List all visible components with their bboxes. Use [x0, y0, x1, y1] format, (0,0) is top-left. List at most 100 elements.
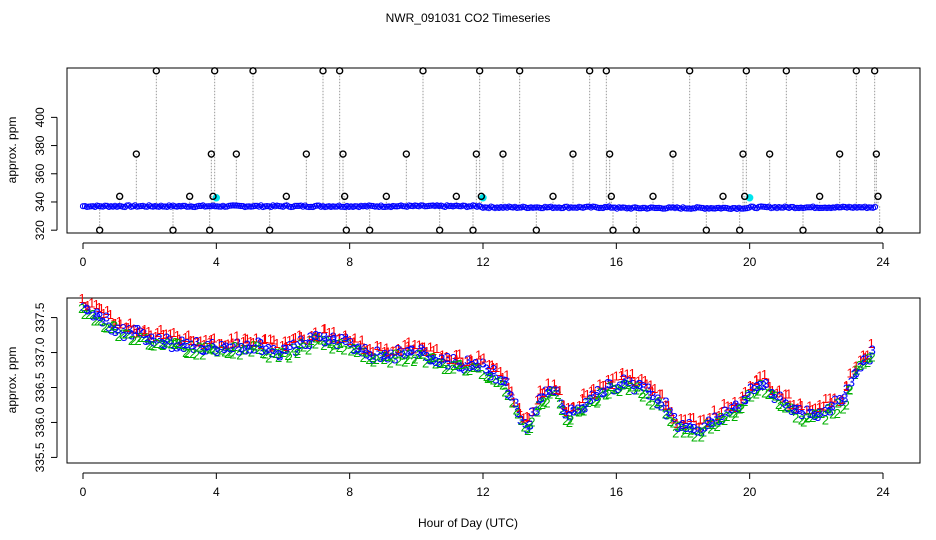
series-marker: 3 [857, 360, 864, 375]
series-marker: 1 [358, 333, 365, 348]
series-marker: 2 [336, 340, 343, 355]
series-marker: 2 [189, 346, 196, 361]
series-marker: 1 [704, 415, 711, 430]
series-marker: 1 [547, 384, 554, 399]
spike-point [605, 150, 614, 158]
series-marker: 2 [456, 357, 463, 372]
series-marker: 3 [631, 382, 638, 397]
series-marker: 1 [626, 372, 633, 387]
series-marker: 1 [724, 398, 731, 413]
series-marker: 3 [222, 340, 229, 355]
bottom-series-markers: 1231231231231231231231231231231231231231… [78, 291, 876, 445]
series-marker: 3 [809, 406, 816, 421]
x-tick-label: 8 [346, 255, 353, 269]
series-marker: 1 [84, 298, 91, 313]
series-marker: 2 [573, 404, 580, 419]
series-marker: 3 [780, 395, 787, 410]
series-marker: 1 [803, 403, 810, 418]
baseline-point [803, 204, 811, 211]
series-marker: 2 [403, 352, 410, 367]
series-marker: 1 [229, 335, 236, 350]
top-baseline-points [79, 202, 879, 212]
series-marker: 2 [602, 387, 609, 402]
series-marker: 3 [292, 344, 299, 359]
baseline-point [793, 204, 801, 211]
series-marker: 2 [484, 371, 491, 386]
series-marker: 3 [768, 386, 775, 401]
baseline-point [313, 202, 321, 209]
top-y-axis-label: approx. ppm [5, 117, 19, 184]
baseline-point [115, 203, 123, 210]
series-marker: 3 [312, 328, 319, 343]
series-marker: 2 [140, 330, 147, 345]
baseline-point [805, 204, 813, 211]
series-marker: 3 [163, 331, 170, 346]
series-marker: 2 [115, 329, 122, 344]
series-marker: 2 [450, 358, 457, 373]
series-marker: 3 [741, 393, 748, 408]
series-marker: 1 [590, 381, 597, 396]
series-marker: 1 [308, 328, 315, 343]
series-marker: 1 [296, 327, 303, 342]
series-marker: 3 [533, 403, 540, 418]
series-marker: 1 [523, 409, 530, 424]
series-marker: 3 [606, 377, 613, 392]
series-marker: 2 [353, 345, 360, 360]
series-marker: 1 [596, 377, 603, 392]
series-marker: 3 [771, 391, 778, 406]
series-marker: 1 [816, 400, 823, 415]
series-marker: 2 [634, 379, 641, 394]
series-marker: 3 [234, 336, 241, 351]
series-marker: 3 [744, 389, 751, 404]
baseline-point [337, 203, 345, 210]
baseline-point [817, 204, 825, 211]
series-marker: 1 [681, 411, 688, 426]
series-marker: 1 [486, 357, 493, 372]
series-marker: 3 [762, 376, 769, 391]
series-marker: 1 [208, 332, 215, 347]
series-marker: 3 [483, 362, 490, 377]
series-marker: 3 [776, 388, 783, 403]
series-marker: 3 [105, 320, 112, 335]
series-marker: 2 [865, 351, 872, 366]
top-spike-points [95, 67, 884, 234]
series-marker: 1 [643, 376, 650, 391]
series-marker: 2 [864, 355, 871, 370]
baseline-point [303, 203, 311, 210]
spike-point [702, 226, 711, 234]
series-marker: 3 [768, 386, 775, 401]
baseline-point [203, 203, 211, 210]
series-marker: 1 [373, 338, 380, 353]
series-marker: 1 [190, 333, 197, 348]
series-marker: 3 [369, 351, 376, 366]
series-marker: 1 [162, 326, 169, 341]
series-marker: 2 [441, 362, 448, 377]
series-marker: 3 [188, 337, 195, 352]
series-marker: 2 [504, 388, 511, 403]
series-marker: 1 [306, 332, 313, 347]
baseline-point [609, 204, 617, 211]
x-tick-label: 24 [876, 485, 890, 499]
series-marker: 1 [753, 373, 760, 388]
series-marker: 1 [346, 333, 353, 348]
series-marker: 2 [337, 336, 344, 351]
series-marker: 3 [250, 342, 257, 357]
series-marker: 1 [82, 299, 89, 314]
baseline-point [293, 202, 301, 209]
series-marker: 2 [196, 339, 203, 354]
series-marker: 3 [193, 334, 200, 349]
series-marker: 1 [782, 387, 789, 402]
series-marker: 3 [816, 406, 823, 421]
baseline-point [725, 205, 733, 212]
series-marker: 1 [499, 370, 506, 385]
bottom-trend-line [82, 306, 870, 430]
spike-point [340, 192, 349, 201]
baseline-point [275, 203, 283, 210]
series-marker: 2 [428, 351, 435, 366]
series-marker: 3 [161, 337, 168, 352]
series-marker: 1 [110, 316, 117, 331]
series-marker: 3 [132, 322, 139, 337]
series-marker: 3 [321, 335, 328, 350]
series-marker: 3 [589, 388, 596, 403]
series-marker: 3 [693, 424, 700, 439]
